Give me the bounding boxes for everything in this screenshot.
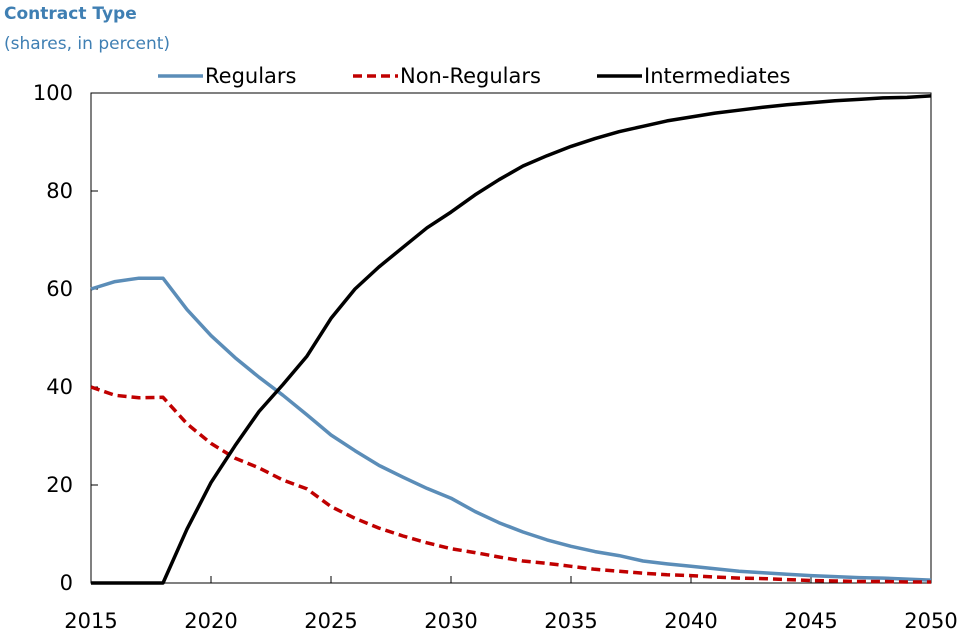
series-layer <box>90 94 932 585</box>
y-tick-label: 40 <box>46 375 73 399</box>
x-tick-label: 2020 <box>184 609 237 633</box>
chart-title: Contract Type <box>4 4 137 24</box>
x-tick-label: 2030 <box>424 609 477 633</box>
legend-label-non-regulars: Non-Regulars <box>400 64 541 88</box>
chart-subtitle: (shares, in percent) <box>4 34 171 54</box>
legend: Regulars Non-Regulars Intermediates <box>158 64 790 88</box>
plot-frame <box>90 92 932 584</box>
legend-label-regulars: Regulars <box>205 64 297 88</box>
x-tick-label: 2025 <box>304 609 357 633</box>
series-line-non-regulars <box>90 385 931 584</box>
legend-label-intermediates: Intermediates <box>644 64 790 88</box>
y-tick-label: 0 <box>60 571 73 595</box>
y-tick-label: 20 <box>46 473 73 497</box>
x-tick-label: 2015 <box>64 609 117 633</box>
series-line-intermediates <box>91 94 932 585</box>
x-tick-label: 2035 <box>544 609 597 633</box>
x-tick-label: 2050 <box>904 609 957 633</box>
series-line-regulars <box>90 276 932 582</box>
x-tick-label: 2045 <box>784 609 837 633</box>
y-tick-label: 80 <box>46 179 73 203</box>
y-tick-label: 60 <box>46 277 73 301</box>
y-tick-label: 100 <box>33 81 73 105</box>
x-tick-label: 2040 <box>664 609 717 633</box>
